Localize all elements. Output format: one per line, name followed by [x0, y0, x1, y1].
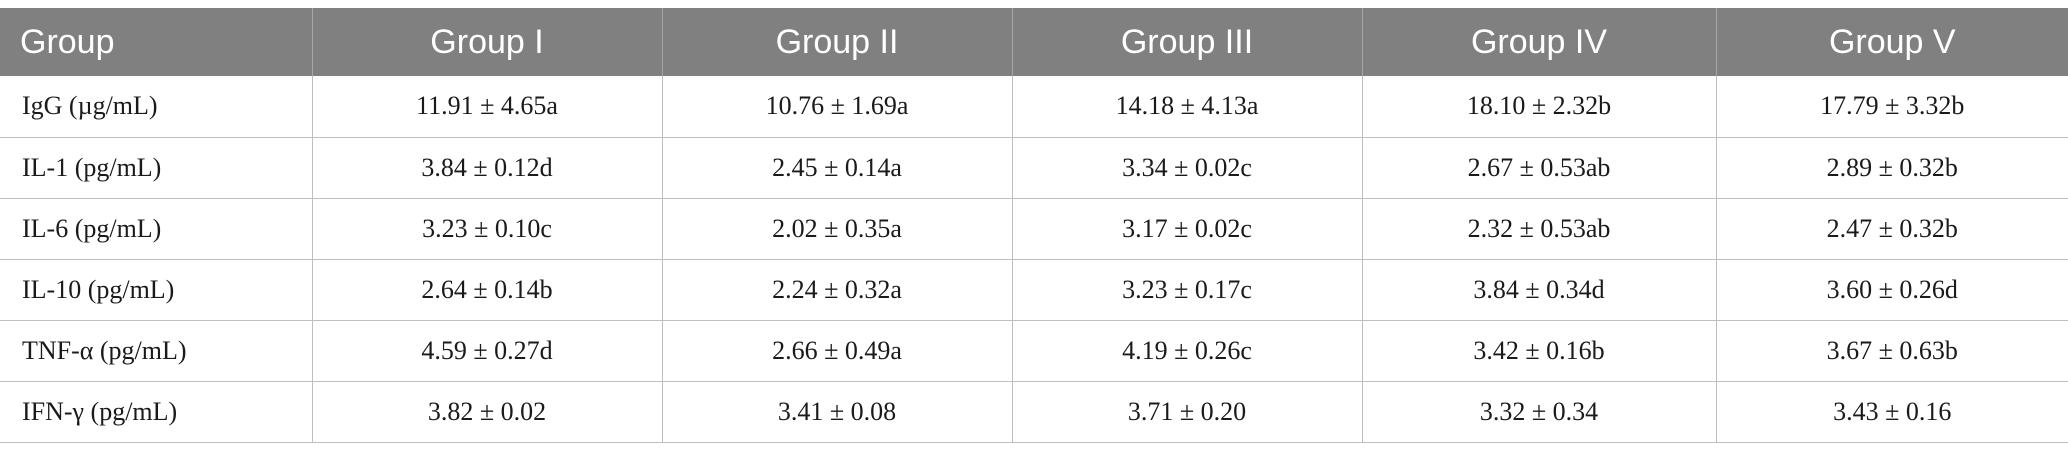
- table-cell: 14.18 ± 4.13a: [1011, 76, 1362, 138]
- row-label: IL-6 (pg/mL): [0, 198, 312, 260]
- table-cell: 2.32 ± 0.53ab: [1361, 198, 1716, 260]
- table-row: IL-10 (pg/mL) 2.64 ± 0.14b 2.24 ± 0.32a …: [0, 259, 2068, 321]
- data-table-container: Group Group I Group II Group III Group I…: [0, 8, 2068, 443]
- table-cell: 17.79 ± 3.32b: [1715, 76, 2068, 138]
- table-cell: 3.43 ± 0.16: [1715, 381, 2068, 443]
- table-cell: 3.82 ± 0.02: [311, 381, 662, 443]
- table-cell: 2.89 ± 0.32b: [1715, 137, 2068, 199]
- table-cell: 11.91 ± 4.65a: [311, 76, 662, 138]
- table-cell: 3.41 ± 0.08: [661, 381, 1012, 443]
- table-cell: 4.59 ± 0.27d: [311, 320, 662, 382]
- row-label: IgG (µg/mL): [0, 76, 312, 138]
- table-cell: 3.71 ± 0.20: [1011, 381, 1362, 443]
- row-label: IL-10 (pg/mL): [0, 259, 312, 321]
- table-cell: 2.47 ± 0.32b: [1715, 198, 2068, 260]
- table-cell: 3.17 ± 0.02c: [1011, 198, 1362, 260]
- header-cell-group-v: Group V: [1715, 8, 2068, 76]
- row-label: TNF-α (pg/mL): [0, 320, 312, 382]
- table-cell: 3.84 ± 0.34d: [1361, 259, 1716, 321]
- table-cell: 2.66 ± 0.49a: [661, 320, 1012, 382]
- table-row: IL-6 (pg/mL) 3.23 ± 0.10c 2.02 ± 0.35a 3…: [0, 198, 2068, 260]
- table-body: IgG (µg/mL) 11.91 ± 4.65a 10.76 ± 1.69a …: [0, 76, 2068, 443]
- table-row: IgG (µg/mL) 11.91 ± 4.65a 10.76 ± 1.69a …: [0, 76, 2068, 138]
- table-cell: 2.02 ± 0.35a: [661, 198, 1012, 260]
- table-cell: 3.23 ± 0.10c: [311, 198, 662, 260]
- header-cell-group: Group: [20, 22, 115, 61]
- table-cell: 3.42 ± 0.16b: [1361, 320, 1716, 382]
- table-cell: 2.67 ± 0.53ab: [1361, 137, 1716, 199]
- row-label: IFN-γ (pg/mL): [0, 381, 312, 443]
- table-row: IFN-γ (pg/mL) 3.82 ± 0.02 3.41 ± 0.08 3.…: [0, 381, 2068, 443]
- header-cell-group-i: Group I: [311, 8, 662, 76]
- table-cell: 3.32 ± 0.34: [1361, 381, 1716, 443]
- cytokine-table: Group Group I Group II Group III Group I…: [0, 8, 2068, 443]
- table-cell: 3.67 ± 0.63b: [1715, 320, 2068, 382]
- table-row: TNF-α (pg/mL) 4.59 ± 0.27d 2.66 ± 0.49a …: [0, 320, 2068, 382]
- table-cell: 2.24 ± 0.32a: [661, 259, 1012, 321]
- table-cell: 2.64 ± 0.14b: [311, 259, 662, 321]
- table-cell: 2.45 ± 0.14a: [661, 137, 1012, 199]
- table-cell: 4.19 ± 0.26c: [1011, 320, 1362, 382]
- table-cell: 3.60 ± 0.26d: [1715, 259, 2068, 321]
- header-cell-group-iii: Group III: [1011, 8, 1362, 76]
- table-header: Group Group I Group II Group III Group I…: [0, 8, 2068, 76]
- table-cell: 10.76 ± 1.69a: [661, 76, 1012, 138]
- table-row: IL-1 (pg/mL) 3.84 ± 0.12d 2.45 ± 0.14a 3…: [0, 137, 2068, 199]
- table-cell: 3.23 ± 0.17c: [1011, 259, 1362, 321]
- header-row: Group Group I Group II Group III Group I…: [0, 8, 2068, 76]
- header-cell-group-ii: Group II: [661, 8, 1012, 76]
- table-cell: 3.84 ± 0.12d: [311, 137, 662, 199]
- row-label: IL-1 (pg/mL): [0, 137, 312, 199]
- header-cell-group-iv: Group IV: [1361, 8, 1716, 76]
- table-cell: 18.10 ± 2.32b: [1361, 76, 1716, 138]
- table-cell: 3.34 ± 0.02c: [1011, 137, 1362, 199]
